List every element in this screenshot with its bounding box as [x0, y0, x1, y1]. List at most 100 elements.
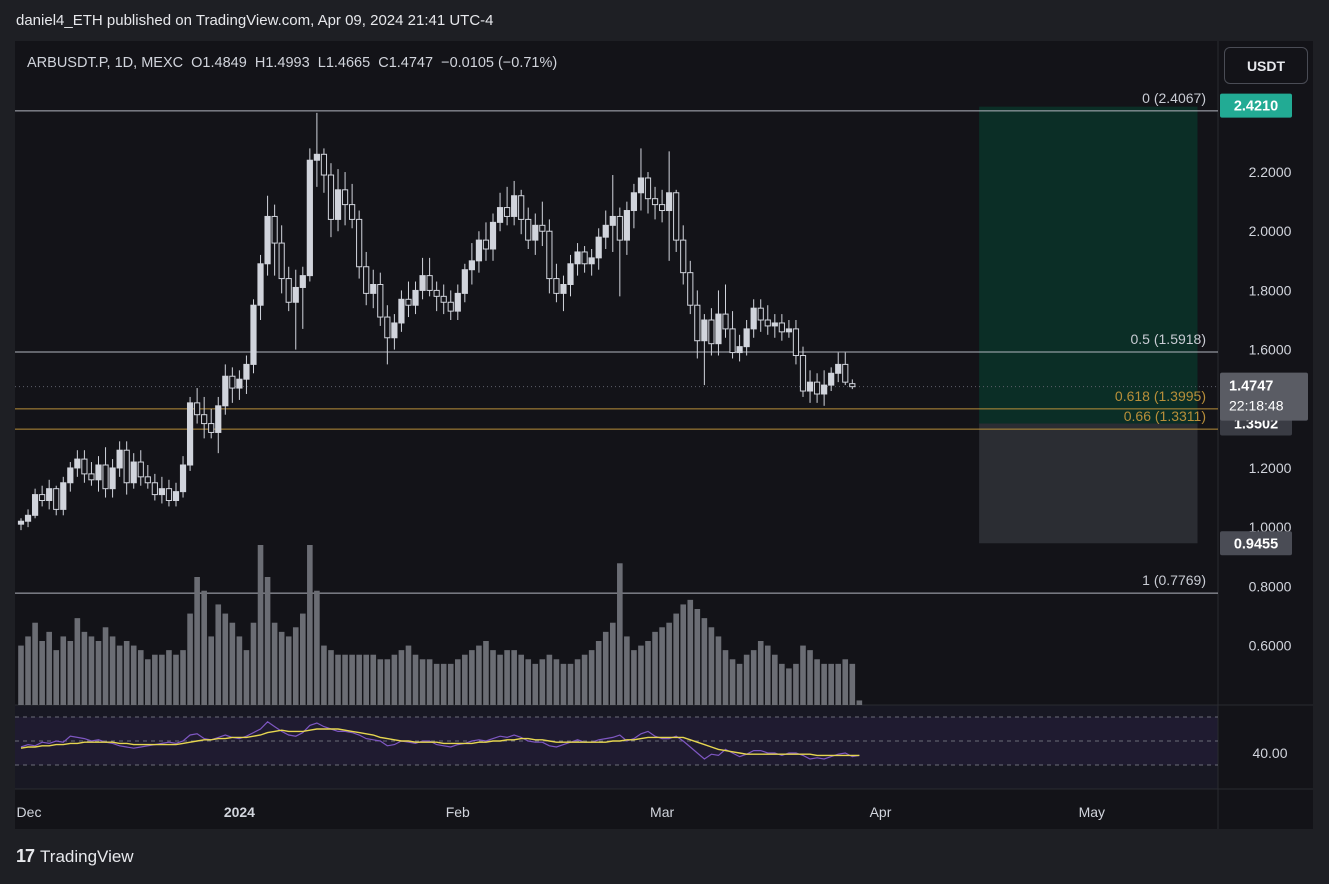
- candle-body: [581, 251, 588, 265]
- volume-bar: [814, 659, 820, 705]
- candle-body: [616, 215, 623, 241]
- volume-bar: [215, 604, 222, 705]
- volume-bar: [292, 627, 299, 705]
- candle-body: [53, 488, 60, 510]
- candle-body: [377, 284, 384, 318]
- volume-bar: [60, 636, 67, 705]
- price-tick-label: 1.0000: [1249, 519, 1292, 535]
- ohlc-close: C1.4747: [378, 55, 434, 71]
- candle-body: [384, 316, 391, 339]
- volume-bar: [617, 563, 623, 705]
- volume-bar: [321, 645, 327, 705]
- candle-body: [475, 239, 483, 262]
- chart-canvas[interactable]: 0 (2.4067) 0.5 (1.5918) 0.618 (1.3995) 0.66…: [15, 41, 1313, 829]
- price-tick-label: 0.6000: [1249, 638, 1292, 654]
- volume-bar: [137, 650, 144, 705]
- volume-bar: [271, 622, 278, 705]
- candle-body: [17, 520, 25, 525]
- volume-bar: [356, 654, 362, 705]
- candle-body: [792, 328, 800, 357]
- volume-bar: [518, 654, 524, 705]
- volume-bar: [229, 622, 236, 705]
- candle-body: [539, 224, 546, 232]
- price-tick-label: 0.8000: [1249, 578, 1292, 594]
- last-price-badge: 1.4747: [1229, 379, 1273, 395]
- volume-bar: [835, 663, 842, 705]
- candle-body: [222, 375, 229, 407]
- candle-body: [46, 488, 53, 502]
- candle-body: [799, 355, 807, 392]
- candle-body: [468, 260, 475, 271]
- volume-bar: [180, 650, 186, 705]
- candle-body: [771, 322, 778, 327]
- volume-bar: [497, 654, 503, 705]
- candle-body: [849, 383, 856, 388]
- volume-bar: [130, 645, 137, 705]
- candle-body: [764, 319, 771, 327]
- volume-bar: [828, 663, 834, 705]
- candle-body: [201, 414, 208, 425]
- volume-bar: [595, 641, 602, 705]
- symbol-interval[interactable]: 1D: [114, 55, 134, 71]
- volume-bar: [624, 636, 630, 705]
- symbol-ticker[interactable]: ARBUSDT.P: [27, 55, 107, 71]
- fib-level-label: 0.5 (1.5918): [1131, 331, 1207, 347]
- chart-frame[interactable]: 0 (2.4067) 0.5 (1.5918) 0.618 (1.3995) 0.66…: [15, 41, 1313, 829]
- volume-bar: [109, 636, 116, 705]
- volume-bar: [532, 663, 539, 705]
- volume-bar: [102, 627, 109, 705]
- candle-body: [623, 210, 630, 241]
- candle-body: [602, 224, 609, 238]
- volume-bar: [201, 590, 207, 705]
- volume-bar: [821, 663, 827, 705]
- volume-bar: [736, 663, 743, 705]
- candle-body: [482, 239, 490, 250]
- candle-body: [813, 381, 821, 395]
- candle-body: [130, 461, 137, 484]
- volume-bar: [849, 663, 856, 705]
- candle-body: [525, 218, 532, 241]
- volume-bar: [384, 659, 391, 705]
- volume-bar: [800, 645, 806, 705]
- rsi-ma-line: [20, 728, 860, 757]
- volume-bar: [722, 650, 729, 705]
- volume-bar: [708, 627, 715, 705]
- candle-body: [447, 301, 454, 312]
- candle-body: [574, 251, 581, 265]
- candle-body: [560, 284, 567, 294]
- candle-body: [341, 189, 349, 206]
- volume-bar: [560, 663, 567, 705]
- volume-bar: [645, 641, 651, 705]
- currency-unit-button[interactable]: USDT: [1224, 47, 1308, 84]
- volume-bar: [631, 650, 637, 705]
- candle-body: [694, 304, 701, 342]
- candle-body: [701, 319, 708, 342]
- candle-body: [680, 239, 687, 274]
- volume-bar: [433, 663, 440, 705]
- volume-bar: [243, 650, 250, 705]
- volume-bar: [342, 654, 348, 705]
- volume-bar: [222, 613, 229, 705]
- candle-body: [60, 482, 67, 510]
- volume-bar: [694, 609, 701, 705]
- volume-bar: [793, 663, 799, 705]
- candle-body: [264, 215, 271, 265]
- candle-body: [327, 174, 335, 220]
- time-tick-label: Apr: [870, 804, 892, 820]
- footer-brand[interactable]: 17 TradingView: [16, 846, 134, 867]
- volume-bar: [405, 645, 412, 705]
- volume-bar: [173, 654, 179, 705]
- candle-body: [257, 263, 264, 306]
- footer-brand-label: TradingView: [40, 846, 134, 866]
- volume-bar: [609, 622, 616, 705]
- volume-bar: [750, 650, 757, 705]
- rsi-line: [20, 721, 860, 760]
- candle-body: [243, 363, 250, 380]
- volume-bar: [581, 654, 588, 705]
- candle-body: [658, 204, 666, 212]
- volume-bar: [842, 659, 849, 705]
- candle-body: [391, 322, 398, 339]
- volume-bar: [25, 636, 31, 705]
- volume-bar: [729, 659, 736, 705]
- target-zone: [979, 106, 1198, 424]
